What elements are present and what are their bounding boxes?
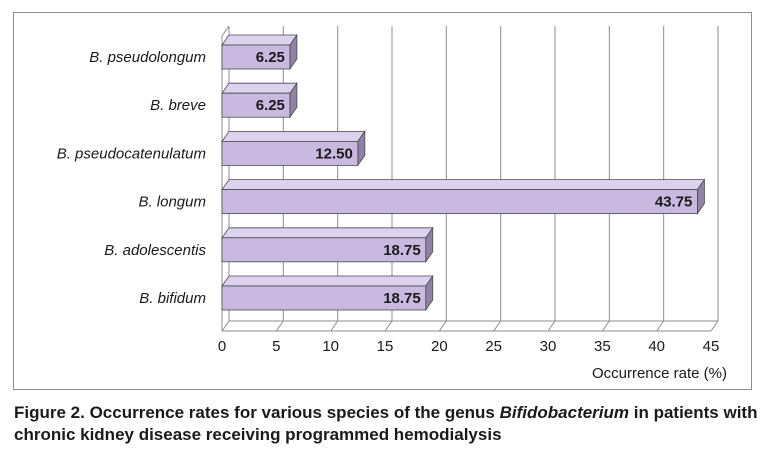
floor-gridline [438,320,447,332]
floor-gridline [330,320,339,332]
caption-prefix: Figure 2. Occurrence rates for various s… [14,403,500,422]
category-label: B. adolescentis [104,242,206,259]
bar-top [221,275,434,287]
floor-gridline [275,320,284,332]
bar-top [221,179,706,191]
figure-caption: Figure 2. Occurrence rates for various s… [14,402,759,446]
floor-gridline [656,320,665,332]
floor-gridline [493,320,502,332]
x-tick-label: 45 [703,338,720,355]
x-tick-label: 25 [485,338,502,355]
bar [221,285,427,311]
bar-value-label: 18.75 [383,242,421,259]
bar-value-label: 43.75 [655,194,693,211]
bar-top [221,227,434,239]
category-label: B. bifidum [139,290,206,307]
floor-gridline [384,320,393,332]
floor-gridline [601,320,610,332]
bar [221,189,698,215]
bar-chart: 0 5 10 15 20 25 30 35 40 45 Occurrence rate (%) 6.2… [57,25,727,382]
x-tick-label: 15 [377,338,394,355]
x-tick-label: 40 [648,338,665,355]
x-tick-label: 0 [218,338,226,355]
bar-value-label: 18.75 [383,290,421,307]
bar-top [221,82,298,94]
x-tick-label: 20 [431,338,448,355]
floor-gridline [547,320,556,332]
x-tick-label: 30 [540,338,557,355]
bar-value-label: 6.25 [256,97,285,114]
caption-suffix: in patients with chronic kidney disease … [14,403,758,444]
category-label: B. pseudocatenulatum [57,145,206,162]
bar-top [221,130,366,142]
x-tick-label: 35 [594,338,611,355]
bar [221,140,359,166]
x-axis-title: Occurrence rate (%) [592,365,727,382]
x-tick-label: 5 [272,338,280,355]
caption-genus: Bifidobacterium [499,403,630,422]
floor-gridline [710,320,719,332]
bar [221,237,427,263]
bar-top [221,34,298,46]
bar [221,44,291,70]
category-label: B. longum [138,194,206,211]
x-tick-label: 10 [322,338,339,355]
bar [221,92,291,118]
floor-gridline [221,320,230,332]
bar-value-label: 6.25 [256,49,285,66]
y-axis-top [221,25,230,37]
category-label: B. pseudolongum [89,49,206,66]
category-label: B. breve [150,97,206,114]
bar-value-label: 12.50 [315,145,353,162]
